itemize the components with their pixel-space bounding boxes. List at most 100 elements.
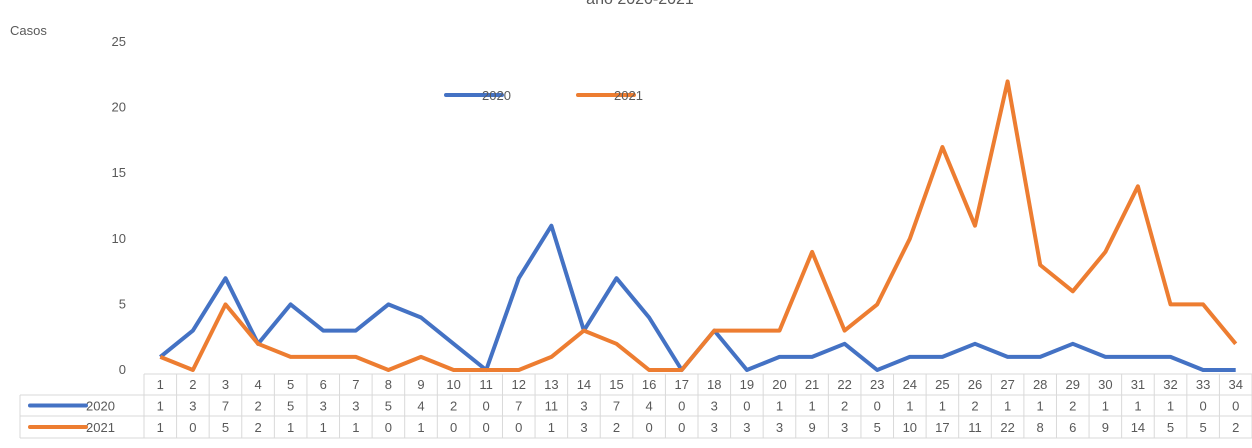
y-tick-label: 20 — [112, 100, 126, 115]
table-value: 3 — [580, 399, 587, 414]
x-tick-label: 3 — [222, 377, 229, 392]
table-value: 5 — [1200, 420, 1207, 435]
table-value: 1 — [417, 420, 424, 435]
table-value: 1 — [157, 420, 164, 435]
table-value: 1 — [939, 399, 946, 414]
table-value: 3 — [711, 420, 718, 435]
table-value: 0 — [678, 420, 685, 435]
table-value: 2 — [613, 420, 620, 435]
x-tick-label: 6 — [320, 377, 327, 392]
x-tick-label: 22 — [837, 377, 851, 392]
table-value: 6 — [1069, 420, 1076, 435]
y-tick-label: 5 — [119, 296, 126, 311]
x-tick-label: 26 — [968, 377, 982, 392]
x-tick-label: 8 — [385, 377, 392, 392]
table-value: 2 — [254, 399, 261, 414]
table-value: 1 — [1004, 399, 1011, 414]
x-tick-label: 11 — [479, 377, 493, 392]
x-tick-label: 5 — [287, 377, 294, 392]
table-value: 1 — [1167, 399, 1174, 414]
table-value: 1 — [287, 420, 294, 435]
table-value: 2 — [971, 399, 978, 414]
table-value: 3 — [189, 399, 196, 414]
x-tick-label: 9 — [417, 377, 424, 392]
x-tick-label: 13 — [544, 377, 558, 392]
x-tick-label: 7 — [352, 377, 359, 392]
table-value: 2 — [1069, 399, 1076, 414]
y-tick-label: 15 — [112, 165, 126, 180]
table-value: 14 — [1131, 420, 1145, 435]
legend-label: 2020 — [482, 88, 511, 103]
table-value: 1 — [1134, 399, 1141, 414]
table-value: 5 — [385, 399, 392, 414]
x-tick-label: 25 — [935, 377, 949, 392]
table-value: 5 — [222, 420, 229, 435]
table-value: 2 — [450, 399, 457, 414]
x-tick-label: 19 — [740, 377, 754, 392]
table-value: 3 — [320, 399, 327, 414]
table-value: 7 — [613, 399, 620, 414]
x-tick-label: 30 — [1098, 377, 1112, 392]
table-value: 3 — [711, 399, 718, 414]
chart-title: año 2020-2021 — [586, 0, 694, 8]
table-value: 2 — [254, 420, 261, 435]
table-value: 9 — [808, 420, 815, 435]
table-value: 3 — [776, 420, 783, 435]
x-tick-label: 24 — [903, 377, 917, 392]
x-tick-label: 23 — [870, 377, 884, 392]
table-value: 10 — [903, 420, 917, 435]
table-series-name: 2020 — [86, 399, 115, 414]
x-tick-label: 12 — [512, 377, 526, 392]
table-value: 3 — [352, 399, 359, 414]
x-tick-label: 31 — [1131, 377, 1145, 392]
x-tick-label: 29 — [1066, 377, 1080, 392]
table-value: 3 — [580, 420, 587, 435]
table-value: 0 — [385, 420, 392, 435]
table-value: 5 — [287, 399, 294, 414]
x-tick-label: 27 — [1000, 377, 1014, 392]
table-value: 7 — [515, 399, 522, 414]
x-tick-label: 18 — [707, 377, 721, 392]
x-tick-label: 32 — [1163, 377, 1177, 392]
table-value: 1 — [157, 399, 164, 414]
x-tick-label: 15 — [609, 377, 623, 392]
x-tick-label: 2 — [189, 377, 196, 392]
table-value: 1 — [808, 399, 815, 414]
table-value: 8 — [1037, 420, 1044, 435]
x-tick-label: 14 — [577, 377, 591, 392]
x-tick-label: 16 — [642, 377, 656, 392]
x-tick-label: 10 — [446, 377, 460, 392]
table-value: 4 — [417, 399, 424, 414]
legend-label: 2021 — [614, 88, 643, 103]
table-value: 1 — [906, 399, 913, 414]
table-value: 9 — [1102, 420, 1109, 435]
table-value: 22 — [1000, 420, 1014, 435]
table-value: 1 — [1037, 399, 1044, 414]
table-value: 4 — [646, 399, 653, 414]
table-value: 1 — [548, 420, 555, 435]
x-tick-label: 28 — [1033, 377, 1047, 392]
y-tick-label: 25 — [112, 34, 126, 49]
x-tick-label: 4 — [254, 377, 261, 392]
y-axis-label: Casos — [10, 23, 47, 38]
table-value: 2 — [1232, 420, 1239, 435]
table-value: 7 — [222, 399, 229, 414]
table-value: 3 — [841, 420, 848, 435]
table-value: 1 — [1102, 399, 1109, 414]
table-value: 1 — [776, 399, 783, 414]
table-value: 0 — [483, 399, 490, 414]
table-value: 0 — [1232, 399, 1239, 414]
x-tick-label: 17 — [674, 377, 688, 392]
table-value: 1 — [352, 420, 359, 435]
table-value: 0 — [678, 399, 685, 414]
y-tick-label: 0 — [119, 362, 126, 377]
table-value: 11 — [968, 420, 982, 435]
table-value: 0 — [450, 420, 457, 435]
table-value: 11 — [545, 399, 559, 414]
table-value: 2 — [841, 399, 848, 414]
table-value: 17 — [935, 420, 949, 435]
table-value: 1 — [320, 420, 327, 435]
table-value: 0 — [1200, 399, 1207, 414]
table-value: 0 — [646, 420, 653, 435]
